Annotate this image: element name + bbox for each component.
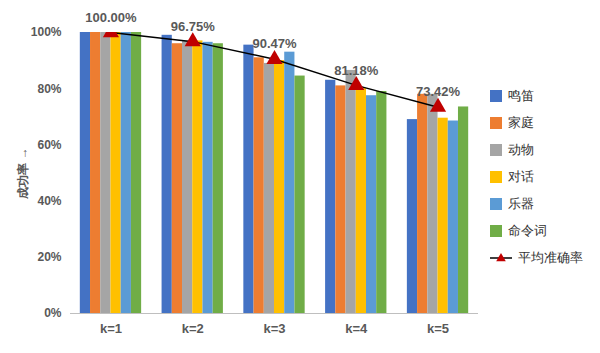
svg-text:100.00%: 100.00% [85, 10, 137, 25]
svg-text:成功率 →: 成功率 → [16, 147, 30, 199]
svg-text:k=4: k=4 [345, 321, 368, 336]
svg-text:k=3: k=3 [263, 321, 285, 336]
svg-text:20%: 20% [37, 250, 61, 264]
html-text:命令词: 命令词 [508, 222, 547, 238]
html-text:乐器: 乐器 [508, 195, 534, 211]
svg-text:k=5: k=5 [427, 321, 449, 336]
svg-text:40%: 40% [37, 194, 61, 208]
html-text:鸣笛: 鸣笛 [508, 87, 534, 103]
html-text:平均准确率: 平均准确率 [518, 249, 583, 265]
svg-text:k=2: k=2 [182, 321, 204, 336]
svg-text:0%: 0% [44, 306, 62, 320]
html-text:家庭: 家庭 [508, 114, 534, 130]
svg-text:90.47%: 90.47% [252, 36, 297, 51]
svg-text:60%: 60% [37, 138, 61, 152]
svg-text:k=1: k=1 [100, 321, 122, 336]
svg-text:80%: 80% [37, 82, 61, 96]
svg-text:96.75%: 96.75% [171, 19, 216, 34]
svg-text:73.42%: 73.42% [416, 84, 461, 99]
svg-text:100%: 100% [31, 25, 62, 39]
svg-text:81.18%: 81.18% [334, 63, 379, 78]
html-text:对话: 对话 [508, 168, 534, 184]
html-text:动物: 动物 [508, 141, 534, 157]
